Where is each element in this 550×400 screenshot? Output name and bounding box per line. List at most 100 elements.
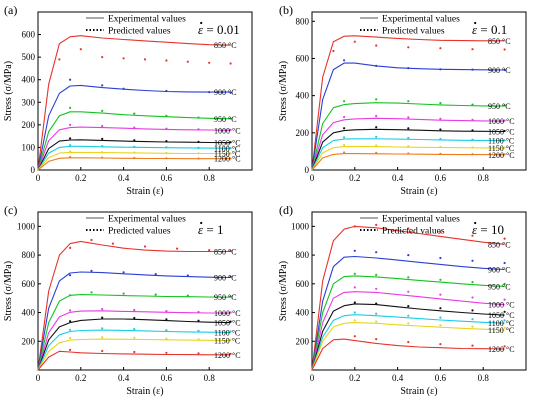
x-tick-label: 0.8 — [478, 373, 490, 383]
predicted-point — [101, 137, 104, 140]
predicted-point — [353, 272, 356, 275]
predicted-point — [439, 145, 442, 149]
series-line — [37, 151, 231, 171]
predicted-point — [353, 301, 356, 304]
predicted-point — [143, 245, 147, 248]
series-label: 900 °C — [214, 88, 237, 97]
predicted-point — [133, 308, 136, 312]
predicted-point — [375, 312, 378, 315]
y-tick-label: 200 — [296, 128, 310, 138]
y-axis-label: Stress (σ/MPa) — [278, 61, 289, 121]
predicted-point — [197, 146, 200, 149]
predicted-point — [165, 329, 168, 332]
series-line — [311, 62, 505, 171]
x-tick-label: 0.6 — [161, 373, 173, 383]
panel-label: (b) — [279, 3, 293, 17]
y-axis-label: Stress (σ/MPa) — [3, 61, 14, 121]
legend-experimental-label: Experimental values — [108, 215, 186, 225]
predicted-point — [197, 329, 200, 332]
predicted-point — [143, 58, 147, 61]
series-label: 950 °C — [488, 282, 511, 291]
predicted-point — [133, 139, 136, 142]
predicted-point — [197, 128, 200, 131]
predicted-point — [165, 59, 168, 62]
legend-experimental-label: Experimental values — [382, 215, 460, 225]
predicted-point — [186, 274, 189, 277]
predicted-point — [439, 256, 442, 260]
series-line — [37, 329, 231, 371]
predicted-point — [186, 294, 189, 297]
predicted-point — [69, 328, 72, 331]
predicted-point — [407, 67, 410, 70]
strain-rate-annotation: ε = 1 — [198, 222, 223, 237]
y-tick-label: 800 — [22, 250, 36, 260]
predicted-point — [101, 307, 104, 311]
series-label: 1000 °C — [214, 309, 241, 318]
plot-frame — [37, 11, 253, 171]
x-tick-label: 0.8 — [204, 173, 216, 183]
series-label: 1200 °C — [488, 345, 515, 354]
predicted-point — [165, 146, 168, 149]
strain-rate-dot — [474, 221, 477, 225]
predicted-point — [69, 348, 72, 351]
plot-frame — [311, 11, 527, 171]
series-label: 1100 °C — [488, 319, 514, 328]
predicted-point — [165, 318, 168, 321]
x-tick-label: 0.8 — [204, 373, 216, 383]
series-line — [37, 310, 231, 371]
predicted-point — [229, 117, 232, 120]
predicted-point — [69, 106, 72, 109]
predicted-point — [407, 145, 410, 148]
predicted-point — [375, 287, 378, 290]
predicted-point — [208, 61, 211, 64]
y-tick-label: 600 — [296, 53, 310, 63]
series-label: 850 °C — [488, 37, 511, 46]
predicted-point — [471, 296, 474, 299]
predicted-point — [165, 152, 168, 155]
predicted-point — [197, 310, 200, 314]
x-tick-label: 0.6 — [435, 373, 447, 383]
predicted-point — [407, 152, 410, 155]
predicted-point — [503, 261, 506, 265]
legend-experimental-label: Experimental values — [382, 15, 460, 25]
x-tick-label: 0.8 — [478, 173, 490, 183]
predicted-point — [353, 40, 356, 43]
predicted-point — [375, 273, 378, 276]
series-label: 1100 °C — [214, 328, 240, 337]
x-axis-label: Strain (ε) — [126, 386, 163, 397]
predicted-point — [69, 78, 72, 81]
x-tick-label: 0.2 — [349, 373, 360, 383]
series-label: 1100 °C — [214, 144, 240, 153]
predicted-point — [101, 56, 104, 59]
predicted-point — [229, 352, 232, 355]
predicted-point — [503, 104, 506, 107]
y-tick-label: 600 — [22, 279, 36, 289]
predicted-point — [332, 49, 335, 53]
predicted-point — [343, 144, 346, 147]
predicted-point — [101, 124, 104, 128]
x-tick-label: 0.4 — [392, 373, 404, 383]
predicted-point — [165, 89, 168, 93]
plot-frame — [311, 211, 527, 371]
predicted-point — [133, 151, 136, 154]
series-line — [311, 275, 505, 371]
series-label: 950 °C — [488, 102, 511, 111]
predicted-point — [375, 302, 378, 305]
x-tick-label: 0.6 — [161, 173, 173, 183]
predicted-point — [69, 123, 72, 126]
panel-label: (a) — [4, 3, 17, 17]
predicted-point — [407, 290, 410, 293]
predicted-point — [439, 278, 442, 281]
x-tick-label: 0 — [36, 373, 41, 383]
predicted-point — [101, 316, 104, 319]
series-label: 1000 °C — [488, 117, 515, 126]
predicted-point — [471, 129, 474, 132]
predicted-point — [101, 151, 104, 154]
y-axis-label: Stress (σ/MPa) — [3, 261, 14, 321]
predicted-point — [165, 351, 168, 354]
predicted-point — [407, 136, 410, 140]
legend-predicted-label: Predicted values — [108, 27, 171, 37]
series-line — [37, 126, 231, 171]
predicted-point — [343, 100, 346, 103]
y-tick-label: 200 — [296, 336, 310, 346]
